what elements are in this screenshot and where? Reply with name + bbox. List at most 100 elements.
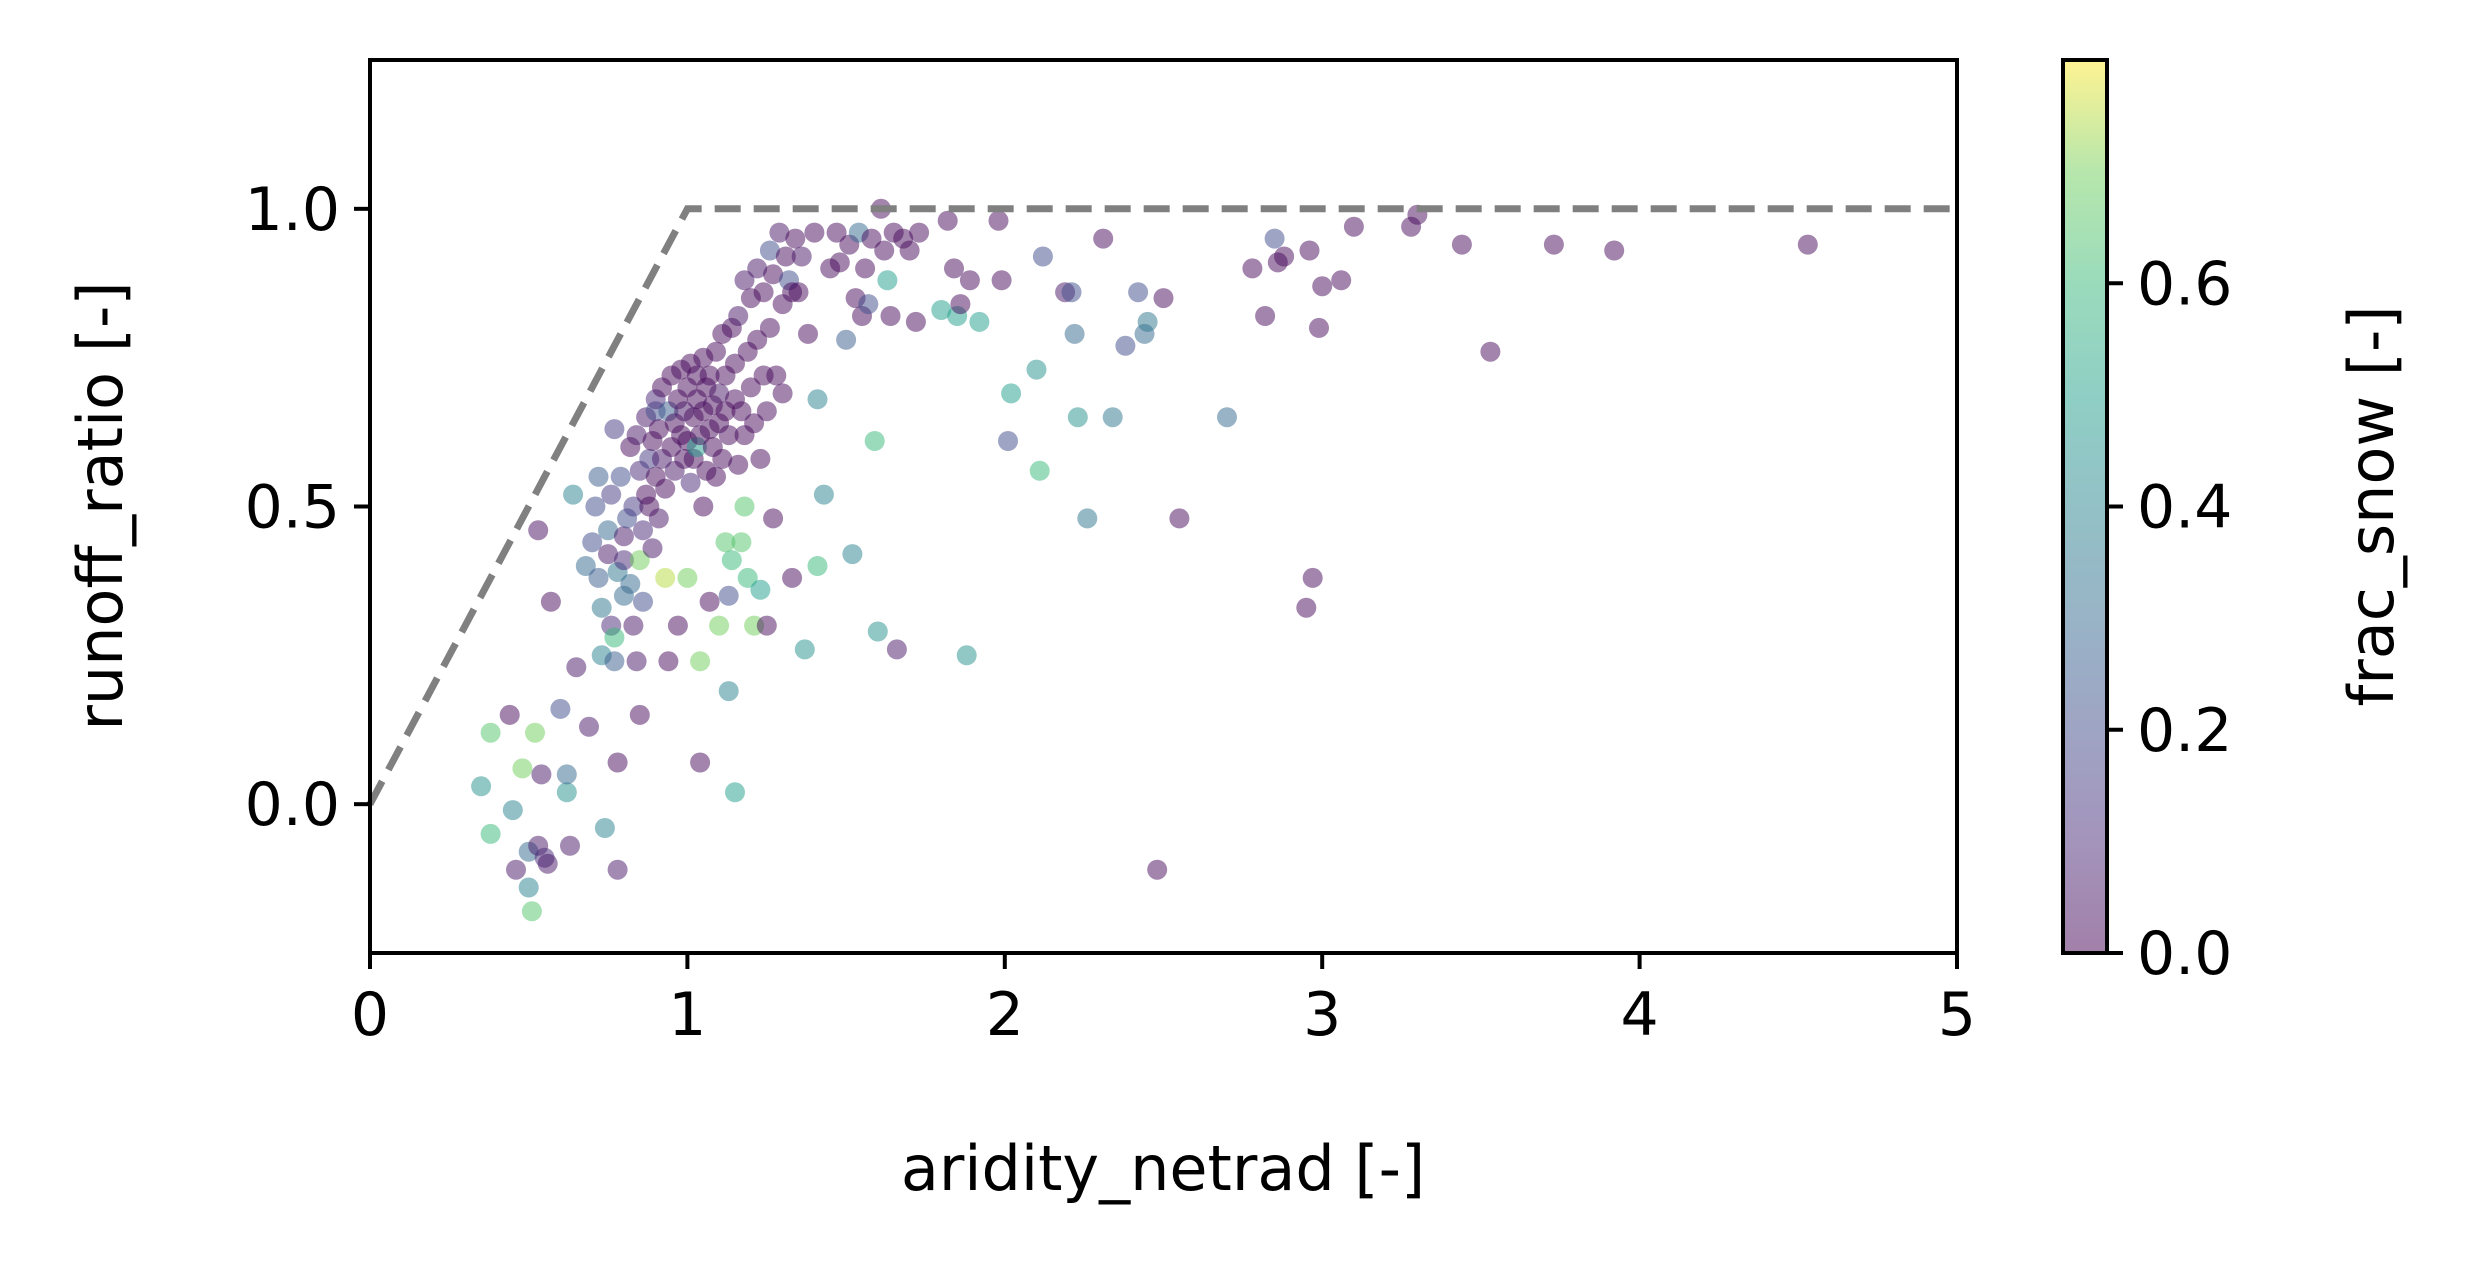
data-point <box>855 258 876 279</box>
data-point <box>693 496 714 517</box>
data-point <box>1312 276 1333 297</box>
data-point <box>1451 234 1472 255</box>
data-point <box>998 431 1018 451</box>
data-point <box>471 776 492 797</box>
data-point <box>1032 246 1053 267</box>
data-point <box>598 520 618 541</box>
data-point <box>633 520 653 541</box>
data-point <box>861 228 882 249</box>
data-point <box>1264 228 1285 249</box>
data-point <box>858 294 879 315</box>
data-point <box>575 556 596 576</box>
data-point <box>1115 335 1136 356</box>
data-point <box>899 240 920 261</box>
data-point <box>886 639 907 660</box>
data-point <box>725 353 745 374</box>
data-point <box>1093 228 1114 249</box>
data-point <box>1343 216 1364 237</box>
data-point <box>588 567 609 588</box>
data-point <box>1169 508 1190 529</box>
data-point <box>1026 359 1047 380</box>
data-point <box>740 377 761 398</box>
y-tick-label: 1.0 <box>245 175 340 245</box>
data-point <box>1128 282 1149 303</box>
data-point <box>877 270 898 291</box>
data-point <box>950 294 971 315</box>
data-point <box>623 496 644 517</box>
x-tick-label: 5 <box>1938 980 1976 1050</box>
data-point <box>867 621 888 642</box>
data-point <box>804 222 825 243</box>
data-point <box>531 764 552 785</box>
data-point <box>756 401 777 422</box>
data-point <box>1077 508 1098 529</box>
data-point <box>512 758 533 779</box>
x-tick-label: 4 <box>1621 980 1659 1050</box>
x-tick-label: 1 <box>668 980 706 1050</box>
data-point <box>518 877 539 898</box>
x-tick-label: 0 <box>351 980 389 1050</box>
data-point <box>1137 311 1158 332</box>
data-point <box>1064 323 1085 344</box>
data-point <box>775 246 796 267</box>
data-point <box>579 716 599 737</box>
data-point <box>588 466 609 487</box>
data-point <box>706 466 726 487</box>
data-point <box>620 573 641 594</box>
data-point <box>1147 859 1168 880</box>
data-point <box>585 496 606 517</box>
data-point <box>598 544 618 565</box>
data-point <box>725 782 745 803</box>
data-point <box>772 383 793 404</box>
data-point <box>959 270 980 291</box>
data-point <box>629 704 650 725</box>
data-point <box>480 823 501 844</box>
data-point <box>556 764 577 785</box>
x-tick-label: 3 <box>1303 980 1341 1050</box>
data-point <box>826 222 847 243</box>
colorbar-label: frac_snow [-] <box>2335 305 2408 706</box>
data-point <box>1029 460 1050 481</box>
data-point <box>699 591 720 612</box>
data-point <box>521 901 542 922</box>
colorbar-tick-label: 0.2 <box>2137 696 2232 766</box>
data-point <box>991 270 1012 291</box>
data-point <box>582 532 603 553</box>
data-point <box>623 615 644 636</box>
data-point <box>709 615 730 636</box>
data-point <box>537 853 558 874</box>
data-point <box>677 567 698 588</box>
y-axis: 0.0 0.5 1.0 <box>245 175 370 840</box>
data-point <box>880 306 901 326</box>
data-point <box>813 484 834 505</box>
data-point <box>613 526 634 547</box>
data-point <box>718 585 739 606</box>
data-point <box>594 818 615 838</box>
data-point <box>769 222 790 243</box>
data-point <box>807 389 828 410</box>
data-point <box>680 472 701 493</box>
colorbar-tick-label: 0.6 <box>2137 249 2232 319</box>
data-point <box>798 323 818 344</box>
colorbar <box>2063 60 2107 953</box>
data-point <box>759 317 780 338</box>
y-axis-label: runoff_ratio [-] <box>64 281 137 730</box>
data-point <box>747 258 768 279</box>
data-point <box>499 704 520 725</box>
y-tick-label: 0.0 <box>245 770 340 840</box>
data-point <box>525 722 545 743</box>
data-point <box>763 264 784 285</box>
data-point <box>794 639 815 660</box>
data-point <box>1153 288 1174 309</box>
data-point <box>750 579 771 600</box>
data-point <box>750 448 771 469</box>
data-point <box>1001 383 1022 404</box>
data-point <box>905 311 926 332</box>
data-point <box>956 645 977 666</box>
y-tick-label: 0.5 <box>245 473 340 543</box>
x-axis-label: aridity_netrad [-] <box>901 1132 1425 1205</box>
data-point <box>1296 597 1317 618</box>
data-point <box>728 306 749 326</box>
data-point <box>699 365 720 386</box>
x-tick-label: 2 <box>986 980 1024 1050</box>
